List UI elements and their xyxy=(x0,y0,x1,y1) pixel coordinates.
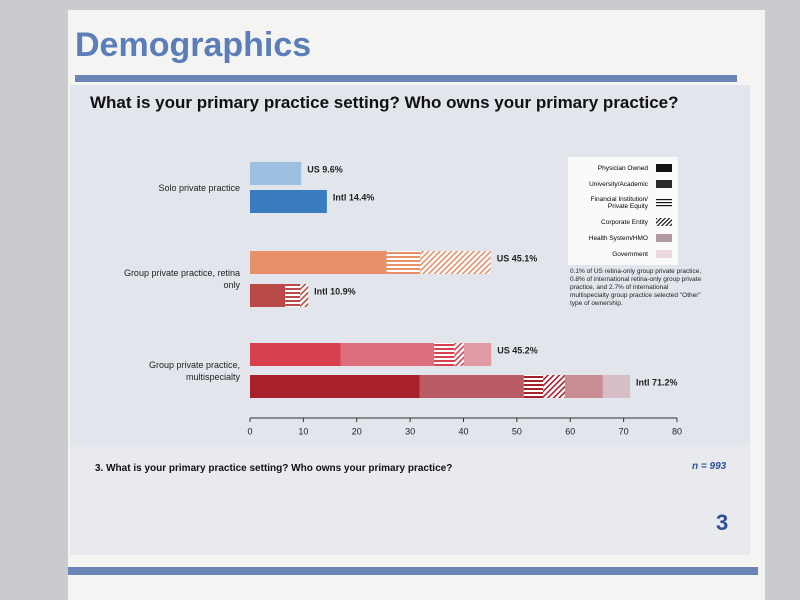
bar-segment xyxy=(300,284,309,307)
legend-swatch xyxy=(656,199,672,207)
bar-segment xyxy=(464,343,492,366)
value-label: Intl 71.2% xyxy=(636,377,678,387)
bar-segment xyxy=(285,284,301,307)
category-label: Group private practice, retina only xyxy=(123,268,240,290)
value-label: US 9.6% xyxy=(307,164,343,174)
legend-label: Physician Owned xyxy=(597,164,648,172)
value-label: US 45.1% xyxy=(497,253,538,263)
bar-segment xyxy=(434,343,455,366)
bar-segment xyxy=(420,251,491,274)
legend: Physician Owned University/Academic Financ… xyxy=(568,157,678,265)
category-label: Group private practice, multispecialty xyxy=(148,359,240,382)
note: 0.1% of US retina-only group private pra… xyxy=(570,268,702,307)
x-tick-label: 60 xyxy=(565,426,575,436)
swatch xyxy=(656,234,672,242)
value-label: Intl 10.9% xyxy=(314,286,356,296)
bar-segment xyxy=(340,343,435,366)
bar-segment xyxy=(250,251,387,274)
legend-item: Government xyxy=(568,246,672,262)
swatch xyxy=(656,218,672,226)
footer-question: 3. What is your primary practice setting… xyxy=(95,463,453,474)
x-tick-label: 0 xyxy=(247,426,252,436)
bar-segment xyxy=(386,251,421,274)
swatch xyxy=(656,199,672,207)
footer-panel xyxy=(70,445,750,555)
x-tick-label: 70 xyxy=(619,426,629,436)
bar-segment xyxy=(564,375,603,398)
legend-label: Corporate Entity xyxy=(601,218,648,226)
bar-segment xyxy=(523,375,544,398)
x-tick-label: 50 xyxy=(512,426,522,436)
bar-segment xyxy=(454,343,465,366)
bar-segment xyxy=(419,375,524,398)
legend-item: Physician Owned xyxy=(568,160,672,176)
legend-label: University/Academic xyxy=(589,180,648,188)
bar-segment xyxy=(602,375,631,398)
x-tick-label: 80 xyxy=(672,426,682,436)
x-tick-label: 10 xyxy=(298,426,308,436)
x-tick-label: 20 xyxy=(352,426,362,436)
legend-swatch xyxy=(656,218,672,226)
bar-segment xyxy=(543,375,565,398)
legend-item: Corporate Entity xyxy=(568,214,672,230)
legend-swatch xyxy=(656,234,672,242)
legend-swatch xyxy=(656,250,672,258)
value-label: Intl 14.4% xyxy=(333,192,375,202)
category-label: Solo private practice xyxy=(158,182,240,193)
legend-item: University/Academic xyxy=(568,176,672,192)
value-label: US 45.2% xyxy=(497,345,538,355)
bar-segment xyxy=(250,190,327,213)
page-number: 3 xyxy=(716,510,729,535)
x-tick-label: 30 xyxy=(405,426,415,436)
rule xyxy=(75,75,737,82)
x-tick-label: 40 xyxy=(458,426,468,436)
bar-segment xyxy=(250,284,286,307)
legend-label: Financial Institution/ Private Equity xyxy=(590,196,648,210)
bar-segment xyxy=(250,375,420,398)
bar-segment xyxy=(250,162,302,185)
page-title: Demographics xyxy=(75,26,312,64)
legend-item: Health System/HMO xyxy=(568,230,672,246)
legend-label: Government xyxy=(612,250,648,258)
legend-swatch xyxy=(656,180,672,188)
swatch xyxy=(656,250,672,258)
legend-label: Health System/HMO xyxy=(588,234,648,242)
swatch xyxy=(656,180,672,188)
swatch xyxy=(656,164,672,172)
legend-swatch xyxy=(656,164,672,172)
chart-title: What is your primary practice setting? W… xyxy=(90,93,679,112)
next-rule xyxy=(68,567,758,575)
bar-segment xyxy=(250,343,341,366)
sample-size: n = 993 xyxy=(692,461,727,472)
legend-item: Financial Institution/ Private Equity xyxy=(568,192,672,214)
